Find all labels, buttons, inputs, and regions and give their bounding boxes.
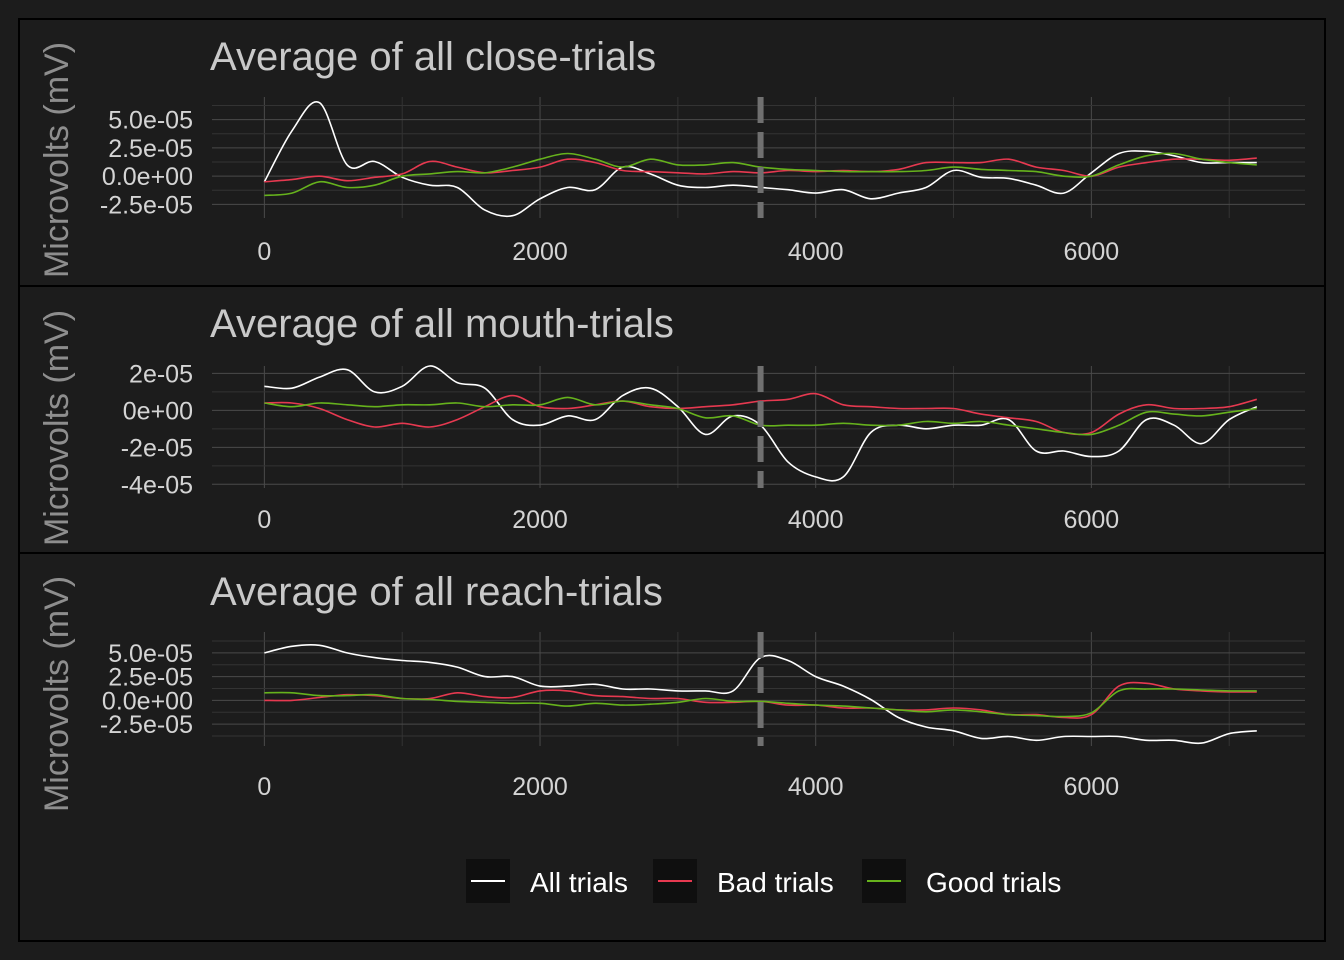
chart-title: Average of all close-trials bbox=[210, 35, 656, 79]
x-tick-label: 6000 bbox=[1064, 773, 1120, 801]
x-tick-label: 0 bbox=[257, 506, 271, 534]
y-tick-label: 5.0e-05 bbox=[108, 640, 193, 668]
x-tick-label: 2000 bbox=[512, 506, 568, 534]
panel-3: Average of all reach-trials Microvolts (m… bbox=[19, 552, 1325, 812]
chart-title: Average of all reach-trials bbox=[210, 570, 663, 614]
legend-item: Good trials bbox=[862, 859, 1061, 903]
y-tick-label: 2e-05 bbox=[129, 360, 193, 388]
legend: All trials Bad trials Good trials bbox=[466, 859, 1061, 903]
x-tick-label: 4000 bbox=[788, 773, 844, 801]
y-tick-label: -2.5e-05 bbox=[100, 711, 193, 739]
legend-item: Bad trials bbox=[653, 859, 834, 903]
y-axis-label: Microvolts (mV) bbox=[38, 576, 76, 812]
y-tick-label: 0.0e+00 bbox=[102, 687, 193, 715]
x-tick-label: 0 bbox=[257, 773, 271, 801]
y-axis-label: Microvolts (mV) bbox=[38, 310, 76, 546]
y-axis-label: Microvolts (mV) bbox=[38, 42, 76, 278]
legend-item: All trials bbox=[466, 859, 628, 903]
y-tick-label: -2.5e-05 bbox=[100, 191, 193, 219]
x-tick-label: 6000 bbox=[1064, 506, 1120, 534]
x-tick-label: 4000 bbox=[788, 238, 844, 266]
legend-label: All trials bbox=[530, 867, 628, 898]
x-tick-label: 2000 bbox=[512, 773, 568, 801]
y-tick-label: -2e-05 bbox=[121, 434, 193, 462]
panel-2: Average of all mouth-trials Microvolts (m… bbox=[19, 285, 1325, 546]
y-tick-label: -4e-05 bbox=[121, 471, 193, 499]
x-tick-label: 0 bbox=[257, 238, 271, 266]
y-tick-label: 2.5e-05 bbox=[108, 664, 193, 692]
y-tick-label: 5.0e-05 bbox=[108, 107, 193, 135]
x-tick-label: 4000 bbox=[788, 506, 844, 534]
series-line-good-trials bbox=[264, 687, 1257, 718]
y-tick-label: 0e+00 bbox=[123, 397, 193, 425]
y-tick-label: 2.5e-05 bbox=[108, 135, 193, 163]
chart-title: Average of all mouth-trials bbox=[210, 302, 674, 346]
x-tick-label: 6000 bbox=[1064, 238, 1120, 266]
legend-label: Good trials bbox=[926, 867, 1061, 898]
legend-label: Bad trials bbox=[717, 867, 834, 898]
y-tick-label: 0.0e+00 bbox=[102, 163, 193, 191]
x-tick-label: 2000 bbox=[512, 238, 568, 266]
panel-1: Average of all close-trials Microvolts (m… bbox=[38, 35, 1305, 278]
figure-border bbox=[18, 18, 1326, 942]
